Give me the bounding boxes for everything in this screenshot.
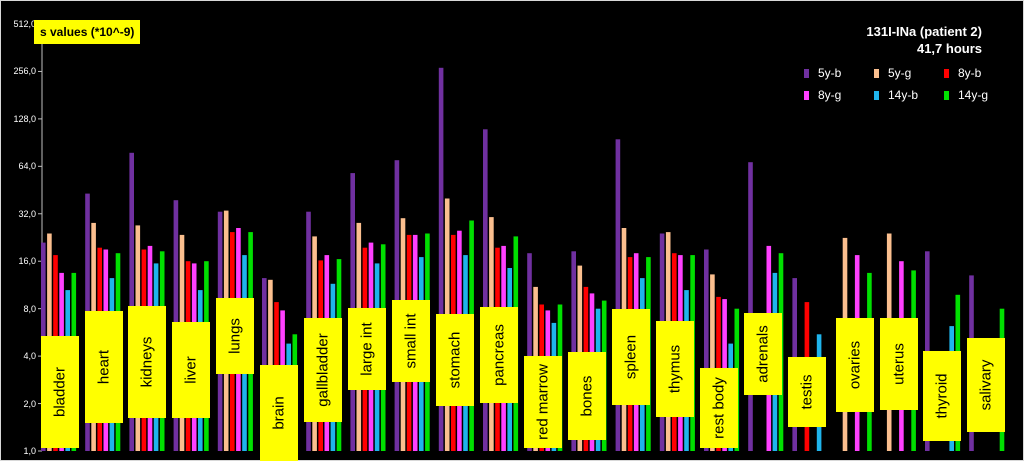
category-label-box: lungs [216,298,254,374]
legend-item: 8y-b [944,66,981,80]
category-label-box: bones [568,352,606,440]
category-label-box: pancreas [480,307,518,403]
legend-swatch [944,90,949,100]
y-tick-label: 8,0 [23,303,36,314]
category-label: large int [358,322,376,376]
category-label-box: red marrow [524,356,562,448]
category-label: liver [182,356,200,384]
y-tick-label: 64,0 [18,161,36,172]
category-label: heart [95,349,113,385]
legend-label: 5y-g [888,66,912,80]
chart-subtitle: 41,7 hours [916,41,982,56]
bar-5y-b-pancreas [483,129,488,452]
bar-5y-b-bones [571,251,576,451]
category-label-box: spleen [612,309,650,405]
bar-5y-b-spleen [615,139,621,452]
category-label: spleen [622,334,640,380]
category-label-box: stomach [436,314,474,406]
y-tick-label: 16,0 [18,256,36,267]
category-label-box: rest body [700,368,738,448]
y-tick-label: 2,0 [23,398,36,409]
legend-label: 8y-b [958,66,982,80]
legend-item: 14y-g [944,88,988,102]
category-label: bones [578,375,596,417]
category-label-box: testis [788,357,826,427]
category-label: small int [402,313,420,369]
category-label-box: adrenals [744,313,782,395]
y-tick-label: 128,0 [13,113,36,124]
category-label-box: small int [392,300,430,382]
category-label: pancreas [490,324,508,386]
bar-5y-b-adrenals [748,162,753,451]
legend-swatch [804,90,809,100]
y-tick-label: 512,0 [13,19,36,29]
bar-5y-b-kidneys [129,152,134,452]
bar-5y-g-rest-body [710,274,715,451]
category-label: bladder [51,366,69,418]
legend-label: 8y-g [818,88,842,102]
legend-swatch [944,68,949,78]
chart-title-block: 131I-INa (patient 2) 41,7 hours [866,23,982,57]
category-label: brain [270,396,288,430]
category-label-box: ovaries [836,318,874,412]
category-label-box: large int [348,308,386,390]
legend-swatch [804,68,809,78]
category-label: gallbladder [314,333,332,407]
legend-label: 14y-g [958,88,989,102]
category-label: salivary [977,359,995,411]
category-label: adrenals [754,325,772,383]
bar-5y-b-brain [262,278,267,451]
y-tick-label: 4,0 [23,351,36,362]
category-label: thyroid [933,373,951,419]
category-label-box: thymus [656,321,694,417]
category-label-box: thyroid [923,351,961,441]
category-label: rest body [710,377,728,439]
category-label: uterus [890,343,908,385]
category-label: kidneys [138,336,156,388]
legend-swatch [874,90,879,100]
y-tick-label: 256,0 [13,66,36,77]
bar-5y-b-red-marrow [527,253,532,451]
y-axis-label: s values (*10^-9) [34,20,141,44]
category-label-box: brain [260,365,298,461]
bar-5y-b-rest-body [704,249,709,451]
category-label: stomach [446,331,464,389]
category-label-box: uterus [880,318,918,410]
category-label: ovaries [846,340,864,390]
category-label-box: kidneys [128,306,166,418]
y-tick-label: 32,0 [18,208,36,219]
bar-5y-b-stomach [438,67,444,452]
category-label: red marrow [534,364,552,440]
y-tick-label: 1,0 [23,446,36,456]
legend-item: 8y-g [804,88,841,102]
legend-item: 5y-b [804,66,841,80]
legend-item: 5y-g [874,66,911,80]
category-label-box: liver [172,322,210,418]
legend-item: 14y-b [874,88,918,102]
category-label: lungs [226,318,244,354]
category-label: thymus [666,344,684,394]
category-label-box: heart [85,311,123,423]
category-label-box: bladder [41,336,79,448]
legend-label: 14y-b [888,88,919,102]
chart-title: 131I-INa (patient 2) [866,24,982,39]
legend-swatch [874,68,879,78]
category-label: testis [798,374,816,410]
category-label-box: gallbladder [304,318,342,422]
category-label-box: salivary [967,338,1005,432]
legend-label: 5y-b [818,66,842,80]
